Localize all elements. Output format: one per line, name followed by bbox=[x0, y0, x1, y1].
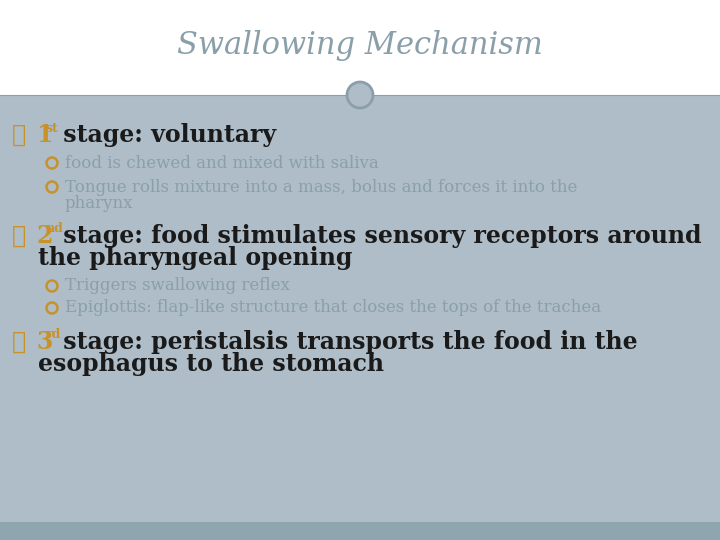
Circle shape bbox=[347, 82, 373, 108]
Text: 3: 3 bbox=[36, 330, 53, 354]
Text: ❧: ❧ bbox=[12, 330, 26, 354]
Text: ❧: ❧ bbox=[12, 224, 26, 248]
Text: rd: rd bbox=[46, 328, 61, 341]
Text: st: st bbox=[46, 122, 59, 134]
Circle shape bbox=[47, 280, 58, 292]
Text: Triggers swallowing reflex: Triggers swallowing reflex bbox=[65, 278, 290, 294]
Text: Swallowing Mechanism: Swallowing Mechanism bbox=[177, 30, 543, 61]
Text: stage: food stimulates sensory receptors around: stage: food stimulates sensory receptors… bbox=[55, 224, 701, 248]
Circle shape bbox=[47, 158, 58, 168]
Text: esophagus to the stomach: esophagus to the stomach bbox=[38, 352, 384, 376]
Bar bbox=[0, 522, 720, 540]
Text: the pharyngeal opening: the pharyngeal opening bbox=[38, 246, 352, 270]
Text: food is chewed and mixed with saliva: food is chewed and mixed with saliva bbox=[65, 154, 379, 172]
Text: Epiglottis: flap-like structure that closes the tops of the trachea: Epiglottis: flap-like structure that clo… bbox=[65, 300, 601, 316]
Text: stage: voluntary: stage: voluntary bbox=[55, 123, 276, 147]
Text: pharynx: pharynx bbox=[65, 195, 133, 213]
Text: ❧: ❧ bbox=[12, 123, 26, 147]
Text: Tongue rolls mixture into a mass, bolus and forces it into the: Tongue rolls mixture into a mass, bolus … bbox=[65, 179, 577, 195]
Text: stage: peristalsis transports the food in the: stage: peristalsis transports the food i… bbox=[55, 330, 638, 354]
Text: nd: nd bbox=[46, 222, 64, 235]
Bar bbox=[0, 95, 720, 522]
Bar bbox=[0, 0, 720, 95]
Text: 1: 1 bbox=[36, 123, 53, 147]
Text: 2: 2 bbox=[36, 224, 53, 248]
Circle shape bbox=[47, 302, 58, 314]
Circle shape bbox=[47, 181, 58, 192]
